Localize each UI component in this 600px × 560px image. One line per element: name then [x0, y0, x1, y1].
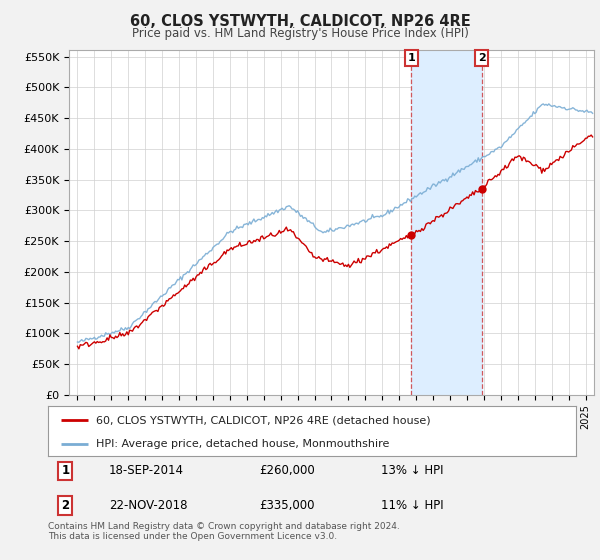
Text: HPI: Average price, detached house, Monmouthshire: HPI: Average price, detached house, Monm… [95, 439, 389, 449]
Text: 60, CLOS YSTWYTH, CALDICOT, NP26 4RE: 60, CLOS YSTWYTH, CALDICOT, NP26 4RE [130, 14, 470, 29]
Bar [411, 50, 482, 395]
Text: Price paid vs. HM Land Registry's House Price Index (HPI): Price paid vs. HM Land Registry's House … [131, 27, 469, 40]
Text: 1: 1 [407, 53, 415, 63]
Text: 22-NOV-2018: 22-NOV-2018 [109, 498, 187, 512]
Text: 2: 2 [61, 498, 70, 512]
Text: £335,000: £335,000 [259, 498, 315, 512]
Text: 1: 1 [61, 464, 70, 478]
Text: 60, CLOS YSTWYTH, CALDICOT, NP26 4RE (detached house): 60, CLOS YSTWYTH, CALDICOT, NP26 4RE (de… [95, 415, 430, 425]
Text: 2: 2 [478, 53, 485, 63]
Text: £260,000: £260,000 [259, 464, 315, 478]
Text: 13% ↓ HPI: 13% ↓ HPI [380, 464, 443, 478]
Text: 11% ↓ HPI: 11% ↓ HPI [380, 498, 443, 512]
Text: Contains HM Land Registry data © Crown copyright and database right 2024.
This d: Contains HM Land Registry data © Crown c… [48, 522, 400, 542]
Text: 18-SEP-2014: 18-SEP-2014 [109, 464, 184, 478]
